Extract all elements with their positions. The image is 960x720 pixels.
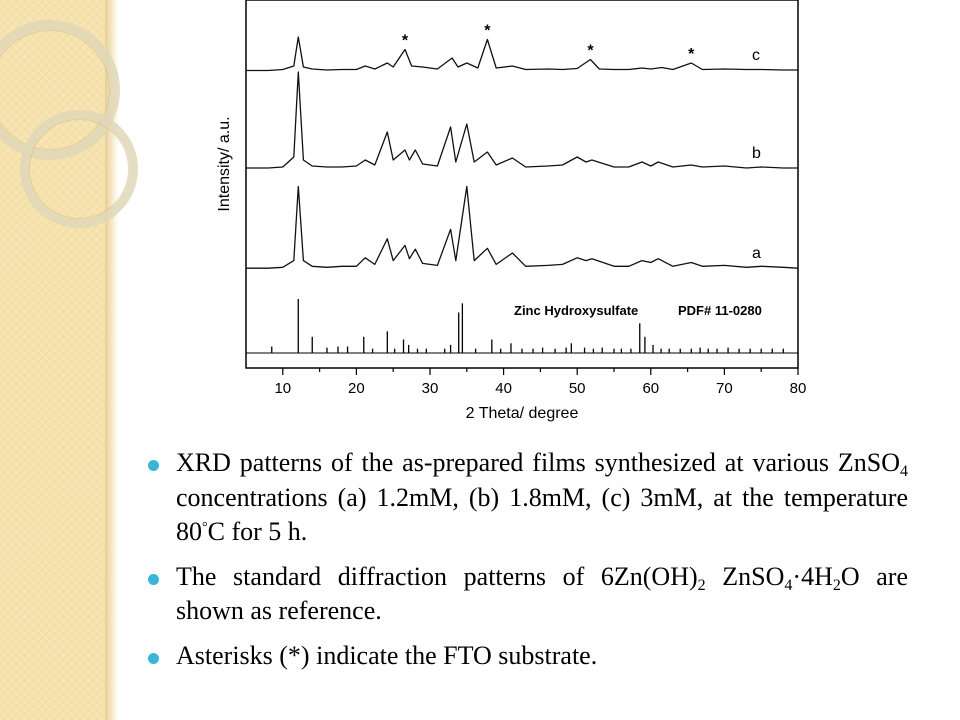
bullet-icon [148,460,159,471]
caption-text: ZnSO [705,561,785,591]
series-a-line [246,185,799,269]
x-tick-label: 40 [495,380,512,397]
caption-item: Asterisks (*) indicate the FTO substrate… [148,639,908,674]
caption-text: O are shown as reference. [176,561,908,626]
plot-frame [245,0,799,369]
y-axis-label: Intensity/ a.u. [216,116,233,211]
x-tick-label: 80 [790,380,807,397]
caption-text: The standard diffraction patterns of 6Zn… [176,561,698,591]
subscript: 4 [784,576,793,594]
x-tick-label: 30 [422,380,439,397]
substrate-asterisk: * [484,23,491,40]
xrd-chart: 10 20 30 40 50 60 70 80 2 Theta/ degree Intensity… [200,0,830,430]
reference-label: Zinc Hydroxysulfate [514,303,638,318]
series-c-label: c [752,47,760,64]
substrate-asterisk: * [688,46,695,63]
x-tick-label: 60 [642,380,659,397]
caption-text: C for 5 h. [207,517,308,547]
caption-text: concentrations (a) 1.2mM, (b) 1.8mM, (c)… [176,482,908,547]
decorative-ring [20,110,138,228]
x-tick-label: 50 [569,380,586,397]
x-tick-label: 20 [348,380,365,397]
x-tick-label: 70 [716,380,733,397]
series-b-label: b [752,145,761,162]
series-a-label: a [752,245,761,262]
reference-pdf-number: PDF# 11-0280 [678,303,762,318]
x-tick-label: 10 [274,380,291,397]
substrate-asterisk: * [402,33,409,50]
series-c-line [246,36,798,72]
caption-list: XRD patterns of the as-prepared films sy… [148,446,908,683]
caption-item: The standard diffraction patterns of 6Zn… [148,560,908,629]
subscript: 2 [832,576,841,594]
degree-sign: ° [202,520,208,536]
bullet-icon [148,573,159,585]
bullet-icon [148,652,159,664]
substrate-asterisk: * [587,43,594,60]
caption-text: XRD patterns of the as-prepared films sy… [176,448,900,477]
series-b-line [246,71,798,169]
subscript: 4 [900,463,908,480]
caption-text: Asterisks (*) indicate the FTO substrate… [176,640,598,670]
caption-text: ·4H [792,561,833,591]
caption-item: XRD patterns of the as-prepared films sy… [148,446,908,550]
xrd-chart-svg: 10 20 30 40 50 60 70 80 2 Theta/ degree Intensity… [216,0,807,422]
x-axis-label: 2 Theta/ degree [466,405,579,422]
subscript: 2 [697,576,706,594]
